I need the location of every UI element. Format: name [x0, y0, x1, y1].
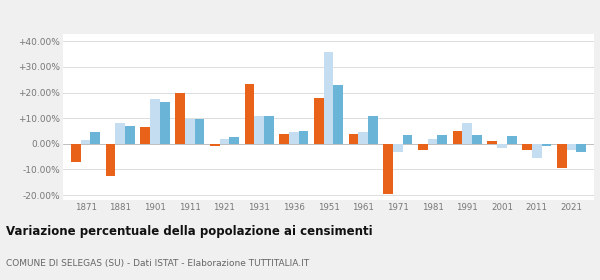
Bar: [472, 135, 482, 144]
Text: COMUNE DI SELEGAS (SU) - Dati ISTAT - Elaborazione TUTTITALIA.IT: COMUNE DI SELEGAS (SU) - Dati ISTAT - El…: [6, 259, 309, 268]
Bar: [453, 131, 463, 144]
Bar: [106, 144, 115, 176]
Bar: [428, 139, 437, 144]
Bar: [220, 139, 229, 144]
Bar: [185, 120, 194, 144]
Bar: [349, 134, 358, 144]
Bar: [368, 116, 378, 144]
Bar: [566, 144, 577, 150]
Bar: [532, 144, 542, 158]
Bar: [125, 126, 135, 144]
Text: Variazione percentuale della popolazione ai censimenti: Variazione percentuale della popolazione…: [6, 225, 373, 238]
Bar: [150, 99, 160, 144]
Bar: [557, 144, 566, 168]
Bar: [358, 132, 368, 144]
Bar: [160, 102, 170, 144]
Bar: [403, 135, 412, 144]
Bar: [71, 144, 80, 162]
Bar: [299, 131, 308, 144]
Bar: [279, 134, 289, 144]
Bar: [245, 84, 254, 144]
Bar: [542, 144, 551, 146]
Bar: [314, 98, 323, 144]
Bar: [264, 116, 274, 144]
Bar: [383, 144, 393, 194]
Bar: [289, 132, 299, 144]
Bar: [487, 141, 497, 144]
Bar: [91, 132, 100, 144]
Bar: [463, 123, 472, 144]
Bar: [437, 135, 447, 144]
Bar: [254, 116, 264, 144]
Bar: [393, 144, 403, 151]
Bar: [334, 85, 343, 144]
Bar: [323, 52, 334, 144]
Bar: [80, 140, 91, 144]
Bar: [140, 127, 150, 144]
Bar: [507, 136, 517, 144]
Bar: [175, 93, 185, 144]
Bar: [418, 144, 428, 150]
Bar: [522, 144, 532, 150]
Bar: [194, 120, 204, 144]
Bar: [576, 144, 586, 151]
Bar: [115, 123, 125, 144]
Bar: [229, 137, 239, 144]
Bar: [210, 144, 220, 146]
Bar: [497, 144, 507, 148]
